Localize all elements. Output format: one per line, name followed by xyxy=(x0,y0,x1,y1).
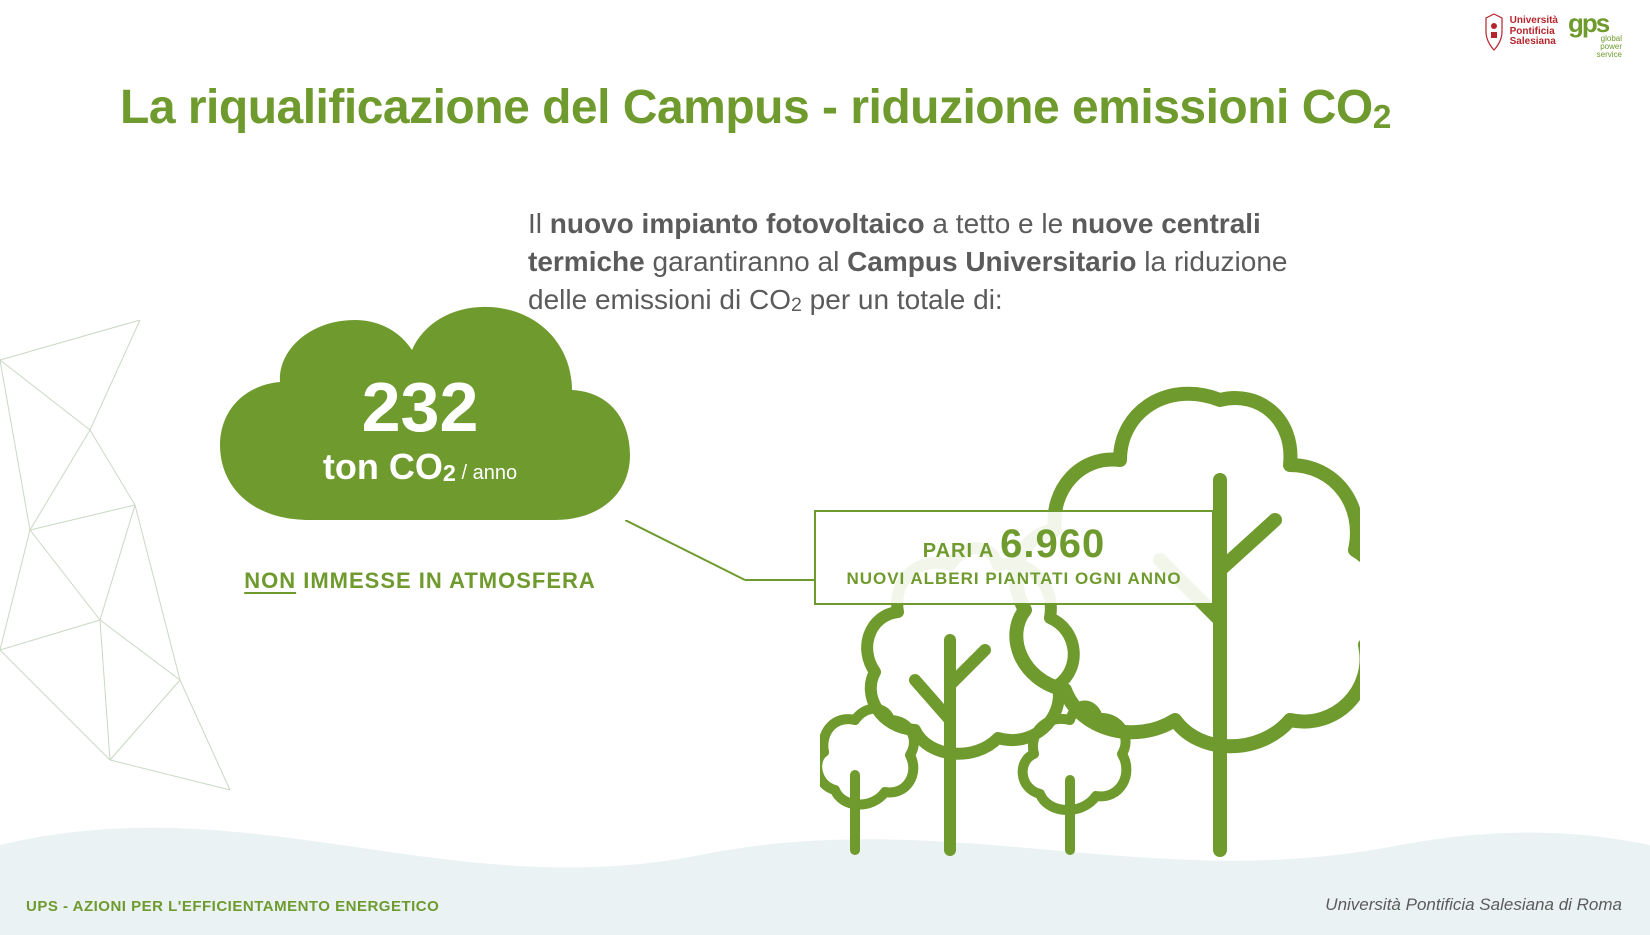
slide: Università Pontificia Salesiana gps glob… xyxy=(0,0,1650,935)
gps-logo-mark: gps xyxy=(1568,12,1622,35)
equiv-line2: NUOVI ALBERI PIANTATI OGNI ANNO xyxy=(828,569,1200,589)
cloud-caption: NON IMMESSE IN ATMOSFERA xyxy=(200,568,640,594)
ups-logo-text: Università Pontificia Salesiana xyxy=(1510,16,1558,48)
equiv-number: 6.960 xyxy=(1000,522,1105,566)
cloud-caption-rest: IMMESSE IN ATMOSFERA xyxy=(296,568,596,593)
para-frag-f: Campus Universitario xyxy=(847,246,1136,277)
footer-left: UPS - AZIONI PER L'EFFICIENTAMENTO ENERG… xyxy=(26,898,439,915)
header-logos: Università Pontificia Salesiana gps glob… xyxy=(1482,12,1622,59)
cloud-unit: ton CO2 / anno xyxy=(200,446,640,488)
ups-crest-icon xyxy=(1482,12,1506,52)
equiv-line1-prefix: PARI A xyxy=(923,540,1000,562)
cloud-unit-suffix: / anno xyxy=(456,462,517,484)
para-frag-h: per un totale di: xyxy=(802,284,1003,315)
title-text: La riqualificazione del Campus - riduzio… xyxy=(120,81,1373,134)
trees-icon xyxy=(820,360,1360,860)
para-frag-sub: 2 xyxy=(791,294,802,316)
ups-logo: Università Pontificia Salesiana xyxy=(1482,12,1558,52)
para-frag-b: nuovo impianto fotovoltaico xyxy=(550,208,925,239)
para-frag-e: garantiranno al xyxy=(645,246,847,277)
co2-cloud-block: 232 ton CO2 / anno NON IMMESSE IN ATMOSF… xyxy=(200,290,640,594)
title-sub: 2 xyxy=(1373,99,1391,136)
slide-title: La riqualificazione del Campus - riduzio… xyxy=(120,80,1540,135)
para-frag-a: Il xyxy=(528,208,550,239)
cloud-unit-sub: 2 xyxy=(443,460,456,486)
equivalence-box: PARI A 6.960 NUOVI ALBERI PIANTATI OGNI … xyxy=(814,510,1214,605)
cloud-value: 232 xyxy=(200,372,640,442)
gps-logo: gps global power service xyxy=(1568,12,1622,59)
ups-logo-line3: Salesiana xyxy=(1510,37,1558,48)
cloud-caption-underlined: NON xyxy=(244,568,296,593)
cloud-unit-prefix: ton CO xyxy=(323,446,443,487)
gps-logo-line3: service xyxy=(1568,51,1622,59)
intro-paragraph: Il nuovo impianto fotovoltaico a tetto e… xyxy=(528,205,1348,318)
cloud-shape: 232 ton CO2 / anno xyxy=(200,290,640,550)
cloud-text: 232 ton CO2 / anno xyxy=(200,372,640,488)
equiv-line1: PARI A 6.960 xyxy=(828,522,1200,567)
footer-right: Università Pontificia Salesiana di Roma xyxy=(1325,895,1622,915)
trees-graphic xyxy=(820,360,1360,860)
connector-line xyxy=(625,520,815,590)
para-frag-c: a tetto e le xyxy=(925,208,1071,239)
